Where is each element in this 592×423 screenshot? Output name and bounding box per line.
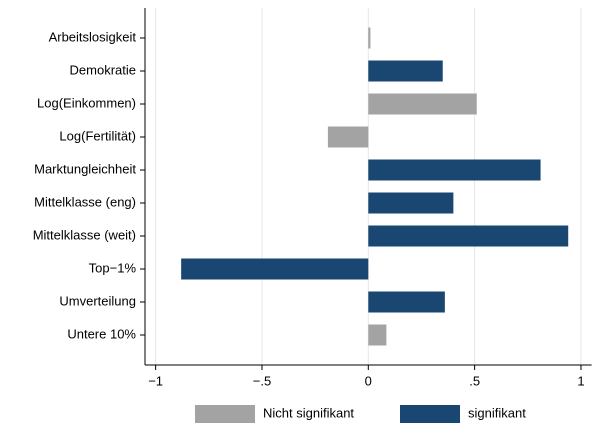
bar bbox=[368, 27, 371, 49]
y-tick-label: Top−1% bbox=[89, 260, 137, 275]
y-tick-label: Marktungleichheit bbox=[34, 161, 136, 176]
y-tick-label: Mittelklasse (eng) bbox=[34, 194, 136, 209]
bar bbox=[368, 192, 454, 214]
bar bbox=[368, 60, 443, 82]
legend-label: Nicht signifikant bbox=[263, 405, 354, 420]
bar bbox=[368, 159, 541, 181]
bar bbox=[368, 93, 477, 115]
x-tick-label: −.5 bbox=[253, 373, 271, 388]
bar bbox=[327, 126, 369, 148]
legend-label: signifikant bbox=[468, 405, 526, 420]
y-tick-label: Arbeitslosigkeit bbox=[49, 29, 137, 44]
bar bbox=[181, 258, 369, 280]
bar bbox=[368, 291, 445, 313]
bar bbox=[368, 324, 387, 346]
y-tick-label: Demokratie bbox=[70, 62, 136, 77]
legend-swatch bbox=[195, 405, 255, 423]
y-tick-label: Umverteilung bbox=[59, 293, 136, 308]
y-tick-label: Untere 10% bbox=[67, 326, 136, 341]
bar bbox=[368, 225, 569, 247]
y-tick-label: Log(Einkommen) bbox=[37, 95, 136, 110]
x-tick-label: −1 bbox=[148, 373, 163, 388]
legend-swatch bbox=[400, 405, 460, 423]
y-tick-label: Mittelklasse (weit) bbox=[33, 227, 136, 242]
x-tick-label: .5 bbox=[469, 373, 480, 388]
y-tick-label: Log(Fertilität) bbox=[59, 128, 136, 143]
x-tick-label: 0 bbox=[365, 373, 372, 388]
x-tick-label: 1 bbox=[577, 373, 584, 388]
